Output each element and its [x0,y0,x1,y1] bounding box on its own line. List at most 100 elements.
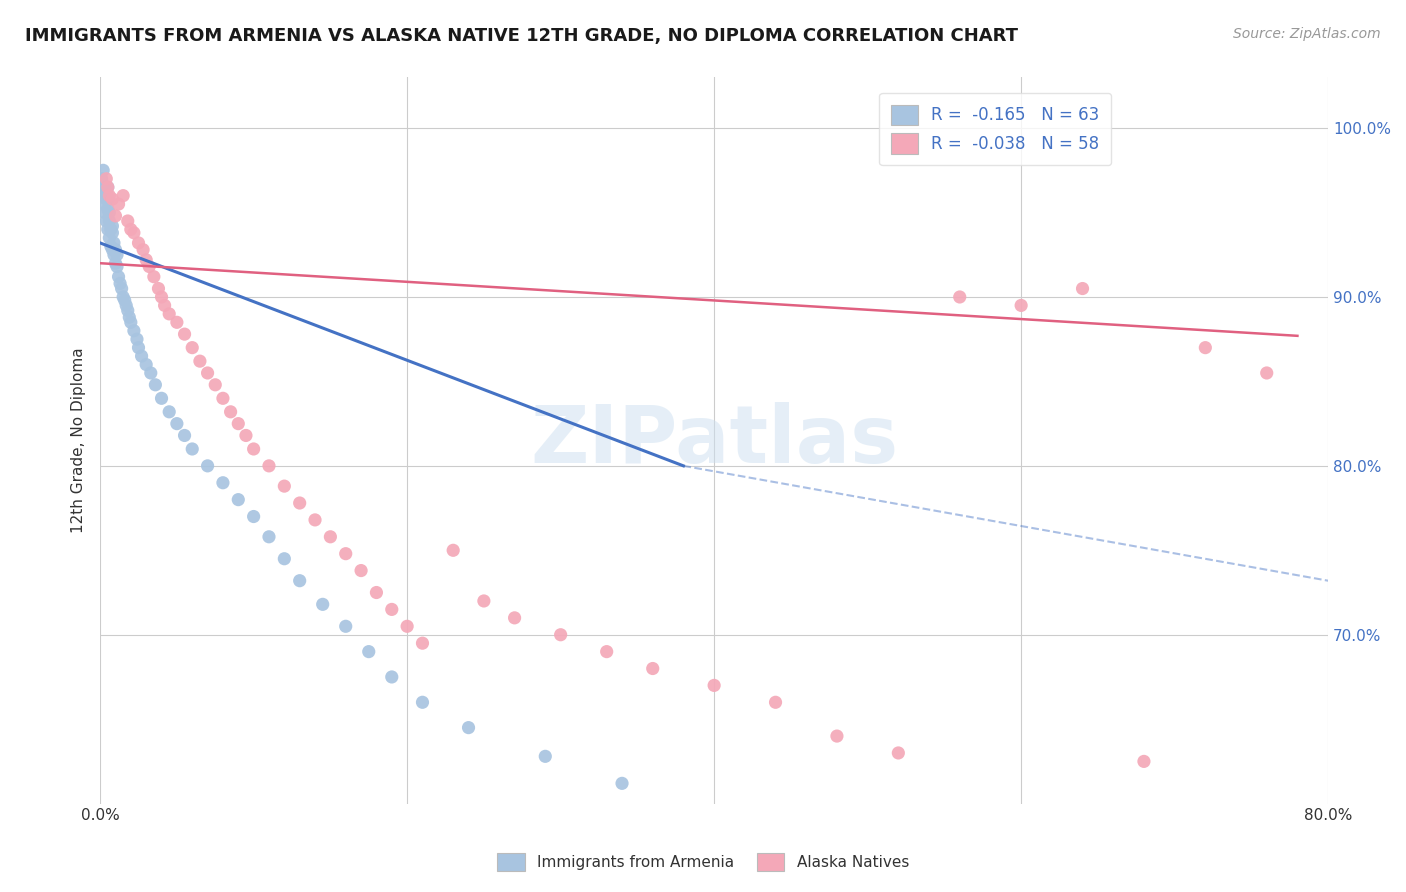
Point [226,492,249,507]
Point [1133,755,1156,769]
Point [288,574,311,588]
Point [212,475,235,490]
Point [107,197,129,211]
Point [335,547,357,561]
Point [335,619,357,633]
Point [157,405,180,419]
Point [825,729,848,743]
Point [112,188,135,202]
Point [97,180,120,194]
Point [1378,290,1400,304]
Point [257,530,280,544]
Point [765,695,787,709]
Point [105,248,128,262]
Point [235,428,257,442]
Point [150,290,173,304]
Point [257,458,280,473]
Point [101,219,124,233]
Y-axis label: 12th Grade, No Diploma: 12th Grade, No Diploma [72,348,86,533]
Point [703,678,725,692]
Point [188,354,211,368]
Point [135,252,157,267]
Point [1194,341,1216,355]
Point [96,186,118,200]
Point [96,171,118,186]
Point [148,281,170,295]
Point [138,260,160,274]
Point [112,290,135,304]
Point [128,341,150,355]
Point [304,513,326,527]
Point [107,269,129,284]
Point [145,377,167,392]
Point [273,479,295,493]
Point [150,392,173,406]
Point [100,222,122,236]
Point [396,619,419,633]
Point [117,214,139,228]
Point [120,315,142,329]
Point [104,209,127,223]
Point [131,349,153,363]
Point [117,303,139,318]
Point [312,598,335,612]
Point [93,197,115,211]
Point [125,332,148,346]
Point [120,222,142,236]
Point [122,324,145,338]
Point [350,564,373,578]
Point [91,163,114,178]
Point [197,458,219,473]
Point [242,442,264,456]
Point [118,310,141,325]
Text: IMMIGRANTS FROM ARMENIA VS ALASKA NATIVE 12TH GRADE, NO DIPLOMA CORRELATION CHAR: IMMIGRANTS FROM ARMENIA VS ALASKA NATIVE… [25,27,1018,45]
Point [98,231,121,245]
Point [381,670,404,684]
Point [173,327,195,342]
Point [550,628,572,642]
Point [595,645,617,659]
Point [534,749,557,764]
Point [226,417,249,431]
Point [1071,281,1094,295]
Point [104,256,127,270]
Point [115,298,138,312]
Point [457,721,479,735]
Legend: R =  -0.165   N = 63, R =  -0.038   N = 58: R = -0.165 N = 63, R = -0.038 N = 58 [880,93,1111,165]
Point [96,214,118,228]
Point [288,496,311,510]
Point [108,277,131,291]
Text: Source: ZipAtlas.com: Source: ZipAtlas.com [1233,27,1381,41]
Point [104,243,127,257]
Point [111,281,134,295]
Point [181,341,204,355]
Point [949,290,972,304]
Point [97,180,120,194]
Point [197,366,219,380]
Point [472,594,495,608]
Point [98,205,121,219]
Point [100,239,122,253]
Point [411,695,433,709]
Point [101,243,124,257]
Point [122,226,145,240]
Point [441,543,464,558]
Point [157,307,180,321]
Point [166,417,188,431]
Point [503,611,526,625]
Point [166,315,188,329]
Point [1256,366,1278,380]
Point [641,661,664,675]
Point [97,202,120,216]
Point [273,551,295,566]
Point [887,746,910,760]
Point [101,226,124,240]
Point [411,636,433,650]
Point [103,248,125,262]
Point [212,392,235,406]
Point [610,776,633,790]
Point [219,405,242,419]
Point [98,214,121,228]
Point [101,192,124,206]
Point [357,645,380,659]
